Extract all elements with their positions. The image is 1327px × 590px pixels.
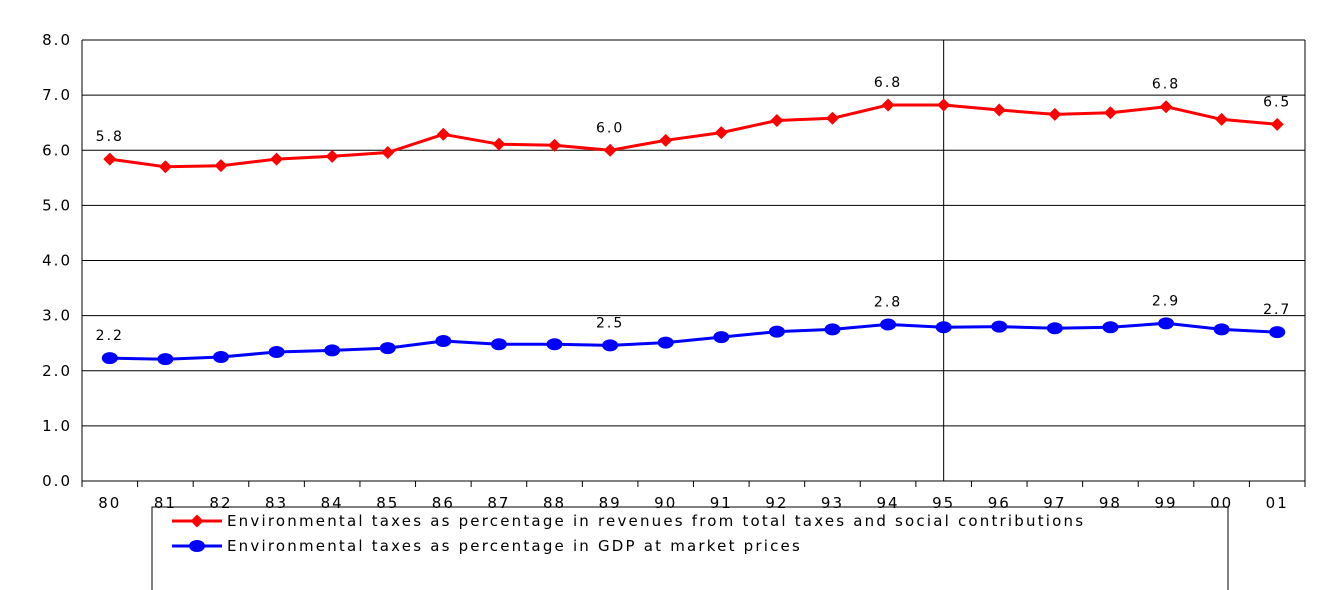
x-tick-label: 83 xyxy=(265,494,288,512)
data-point-diamond xyxy=(436,127,450,141)
data-label: 2.7 xyxy=(1263,302,1291,318)
data-point-diamond xyxy=(548,138,562,152)
data-point-circle xyxy=(212,350,229,363)
data-point-diamond xyxy=(1270,117,1284,131)
data-point-circle xyxy=(713,331,730,344)
data-label: 6.8 xyxy=(1152,77,1180,93)
data-point-circle xyxy=(1102,321,1119,334)
x-tick-label: 92 xyxy=(765,494,788,512)
data-labels: 5.8 6.0 6.8 6.8 6.5 2.2 2.5 2.8 2.9 2.7 xyxy=(96,75,1291,344)
legend-label-1: Environmental taxes as percentage in rev… xyxy=(227,512,1085,530)
data-point-diamond xyxy=(659,133,673,147)
data-point-circle xyxy=(991,320,1008,333)
data-label: 2.2 xyxy=(96,328,124,344)
x-tick-label: 90 xyxy=(654,494,677,512)
data-point-diamond xyxy=(325,149,339,163)
data-label: 6.0 xyxy=(596,120,624,136)
data-label: 2.8 xyxy=(874,294,902,310)
legend: Environmental taxes as percentage in rev… xyxy=(151,506,1229,590)
data-point-diamond xyxy=(270,152,284,166)
data-point-diamond xyxy=(158,160,172,174)
data-label: 5.8 xyxy=(96,129,124,145)
data-point-diamond xyxy=(992,103,1006,117)
data-point-circle xyxy=(1213,323,1230,336)
x-tick-label: 89 xyxy=(599,494,622,512)
y-tick-label: 5.0 xyxy=(42,196,72,214)
data-point-diamond xyxy=(1159,100,1173,114)
x-tick-label: 96 xyxy=(988,494,1011,512)
series-line-2 xyxy=(109,321,1278,361)
x-tick-label: 01 xyxy=(1266,494,1289,512)
data-label: 6.5 xyxy=(1263,94,1291,110)
x-tick-label: 84 xyxy=(321,494,344,512)
series-lines xyxy=(101,98,1286,366)
x-tick-label: 81 xyxy=(154,494,177,512)
legend-marker-diamond xyxy=(190,514,204,528)
data-point-diamond xyxy=(825,111,839,125)
data-point-diamond xyxy=(937,98,951,112)
gridlines xyxy=(82,39,1305,482)
data-label: 6.8 xyxy=(874,75,902,91)
x-tick-label: 88 xyxy=(543,494,566,512)
data-point-circle xyxy=(157,353,174,366)
data-point-circle xyxy=(1046,322,1063,335)
data-point-diamond xyxy=(770,113,784,127)
x-tick-label: 80 xyxy=(98,494,121,512)
data-label: 2.5 xyxy=(596,315,624,331)
data-point-circle xyxy=(935,321,952,334)
data-point-circle xyxy=(880,318,897,331)
x-tick-label: 99 xyxy=(1154,494,1177,512)
legend-marker-circle xyxy=(189,540,205,552)
data-point-diamond xyxy=(1048,107,1062,121)
y-tick-label: 3.0 xyxy=(42,307,72,325)
data-point-diamond xyxy=(103,152,117,166)
data-point-diamond xyxy=(881,98,895,112)
data-point-circle xyxy=(768,325,785,338)
data-point-diamond xyxy=(1215,112,1229,126)
legend-label-2: Environmental taxes as percentage in GDP… xyxy=(227,537,802,555)
data-point-circle xyxy=(657,336,674,349)
data-point-diamond xyxy=(381,145,395,159)
x-tick-label: 94 xyxy=(877,494,900,512)
x-tick-label: 97 xyxy=(1043,494,1066,512)
x-tick-label: 91 xyxy=(710,494,733,512)
x-tick-label: 85 xyxy=(376,494,399,512)
y-tick-label: 1.0 xyxy=(42,417,72,435)
data-point-circle xyxy=(824,323,841,336)
data-point-circle xyxy=(324,344,341,357)
axes: 0.0 1.0 2.0 3.0 4.0 5.0 6.0 7.0 8.0 80 81 82 83 84 85 8… xyxy=(42,31,1306,512)
x-tick-label: 00 xyxy=(1210,494,1233,512)
x-tick-label: 95 xyxy=(932,494,955,512)
series-line-1 xyxy=(109,103,1278,169)
data-point-diamond xyxy=(1103,106,1117,120)
data-point-diamond xyxy=(492,137,506,151)
data-point-circle xyxy=(268,346,285,359)
data-point-diamond xyxy=(603,143,617,157)
x-tick-label: 87 xyxy=(487,494,510,512)
x-tick-label: 98 xyxy=(1099,494,1122,512)
data-point-circle xyxy=(379,342,396,355)
data-point-circle xyxy=(546,338,563,351)
legend-box xyxy=(151,506,1229,590)
data-point-circle xyxy=(435,334,452,347)
data-point-circle xyxy=(1158,317,1175,330)
y-tick-label: 8.0 xyxy=(42,31,72,49)
x-tick-label: 86 xyxy=(432,494,455,512)
x-tick-label: 82 xyxy=(209,494,232,512)
y-tick-label: 2.0 xyxy=(42,362,72,380)
data-point-diamond xyxy=(714,126,728,140)
data-point-circle xyxy=(602,339,619,352)
y-tick-label: 6.0 xyxy=(42,141,72,159)
data-label: 2.9 xyxy=(1152,293,1180,309)
y-tick-label: 7.0 xyxy=(42,86,72,104)
data-point-diamond xyxy=(214,159,228,173)
data-point-circle xyxy=(101,352,118,365)
y-tick-label: 4.0 xyxy=(42,252,72,270)
data-point-circle xyxy=(1269,326,1286,339)
data-point-circle xyxy=(490,338,507,351)
y-tick-label: 0.0 xyxy=(42,472,72,490)
x-tick-label: 93 xyxy=(821,494,844,512)
